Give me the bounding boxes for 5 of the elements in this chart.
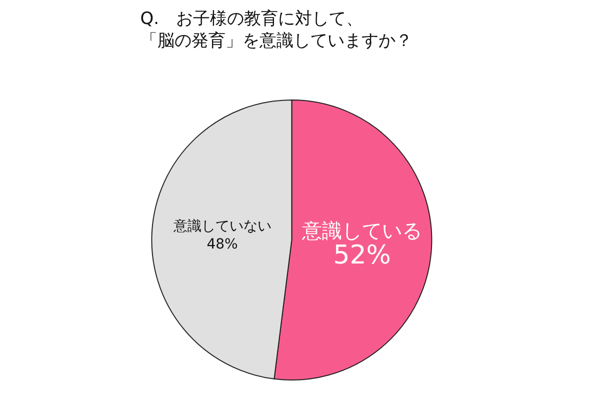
slice-label: 意識している <box>301 218 422 242</box>
data-label: 48% <box>206 236 238 253</box>
slice-label: 意識していない <box>172 218 272 234</box>
data-label: 52% <box>333 240 391 270</box>
chart-title: Q. お子様の教育に対して、「脳の発育」を意識していますか？ <box>140 9 412 52</box>
